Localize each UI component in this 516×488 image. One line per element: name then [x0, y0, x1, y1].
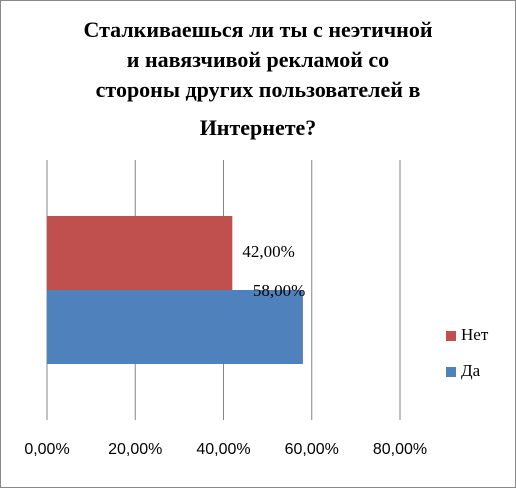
x-tick-label: 0,00%: [24, 441, 69, 458]
legend-swatch: [446, 331, 456, 341]
chart-title: Сталкиваешься ли ты с неэтичной: [83, 17, 432, 42]
x-tick-label: 80,00%: [373, 441, 427, 458]
data-label: 42,00%: [242, 242, 294, 261]
data-label: 58,00%: [253, 281, 305, 300]
legend-swatch: [446, 367, 456, 377]
x-tick-label: 40,00%: [196, 441, 250, 458]
chart-title: и навязчивой рекламой со: [127, 47, 389, 72]
x-tick-label: 20,00%: [108, 441, 162, 458]
legend-label: Нет: [461, 325, 489, 344]
bar: [47, 216, 233, 290]
chart-title: Интернете?: [200, 115, 317, 140]
bar: [47, 290, 303, 364]
x-tick-label: 60,00%: [285, 441, 339, 458]
chart-title: стороны других пользователей в: [96, 77, 421, 102]
legend-label: Да: [461, 361, 481, 380]
